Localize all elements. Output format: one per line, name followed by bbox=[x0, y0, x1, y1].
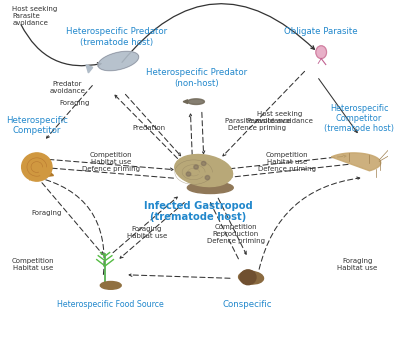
Text: Heterospecific
Competitor: Heterospecific Competitor bbox=[6, 116, 68, 135]
Text: Competition
Habitat use
Defence priming: Competition Habitat use Defence priming bbox=[258, 152, 316, 172]
Polygon shape bbox=[98, 51, 139, 71]
Text: Host seeking
Parasite
avoidance: Host seeking Parasite avoidance bbox=[12, 6, 58, 26]
Text: Obligate Parasite: Obligate Parasite bbox=[284, 27, 358, 36]
Text: Competition
Habitat use
Defence priming: Competition Habitat use Defence priming bbox=[82, 152, 140, 172]
Text: Heterospecific Predator
(non-host): Heterospecific Predator (non-host) bbox=[146, 68, 247, 87]
Text: Heterospecific
Competitor
(trematode host): Heterospecific Competitor (trematode hos… bbox=[324, 104, 394, 133]
Circle shape bbox=[201, 162, 206, 165]
Polygon shape bbox=[188, 99, 204, 104]
Ellipse shape bbox=[238, 271, 264, 284]
Text: Foraging: Foraging bbox=[31, 210, 62, 216]
Text: Parasite avoidance
Defence priming: Parasite avoidance Defence priming bbox=[224, 118, 290, 131]
Text: Host seeking
Parasite avoidance: Host seeking Parasite avoidance bbox=[246, 111, 312, 124]
Polygon shape bbox=[86, 65, 93, 73]
Polygon shape bbox=[29, 171, 54, 180]
Circle shape bbox=[186, 172, 191, 176]
Polygon shape bbox=[331, 153, 381, 171]
Circle shape bbox=[205, 175, 210, 180]
Text: Foraging
Habitat use: Foraging Habitat use bbox=[337, 258, 377, 271]
Text: Conspecific: Conspecific bbox=[222, 300, 272, 308]
Text: Infected Gastropod
(trematode host): Infected Gastropod (trematode host) bbox=[144, 201, 252, 222]
Ellipse shape bbox=[316, 46, 326, 59]
Text: Heterospecific Predator
(trematode host): Heterospecific Predator (trematode host) bbox=[66, 27, 167, 47]
Ellipse shape bbox=[187, 182, 233, 193]
Text: Foraging: Foraging bbox=[60, 100, 90, 106]
Text: Predator
avoidance: Predator avoidance bbox=[49, 81, 85, 94]
Text: Heterospecific Food Source: Heterospecific Food Source bbox=[57, 300, 164, 308]
Ellipse shape bbox=[175, 154, 232, 187]
Text: Competition
Reproduction
Defence priming: Competition Reproduction Defence priming bbox=[207, 224, 265, 244]
Text: Predation: Predation bbox=[132, 125, 165, 131]
Text: Foraging
Habitat use: Foraging Habitat use bbox=[127, 226, 167, 239]
Polygon shape bbox=[183, 100, 188, 104]
Circle shape bbox=[240, 270, 256, 285]
Ellipse shape bbox=[100, 282, 121, 289]
Circle shape bbox=[194, 165, 198, 169]
Circle shape bbox=[22, 153, 52, 181]
Text: Competition
Habitat use: Competition Habitat use bbox=[12, 258, 54, 271]
